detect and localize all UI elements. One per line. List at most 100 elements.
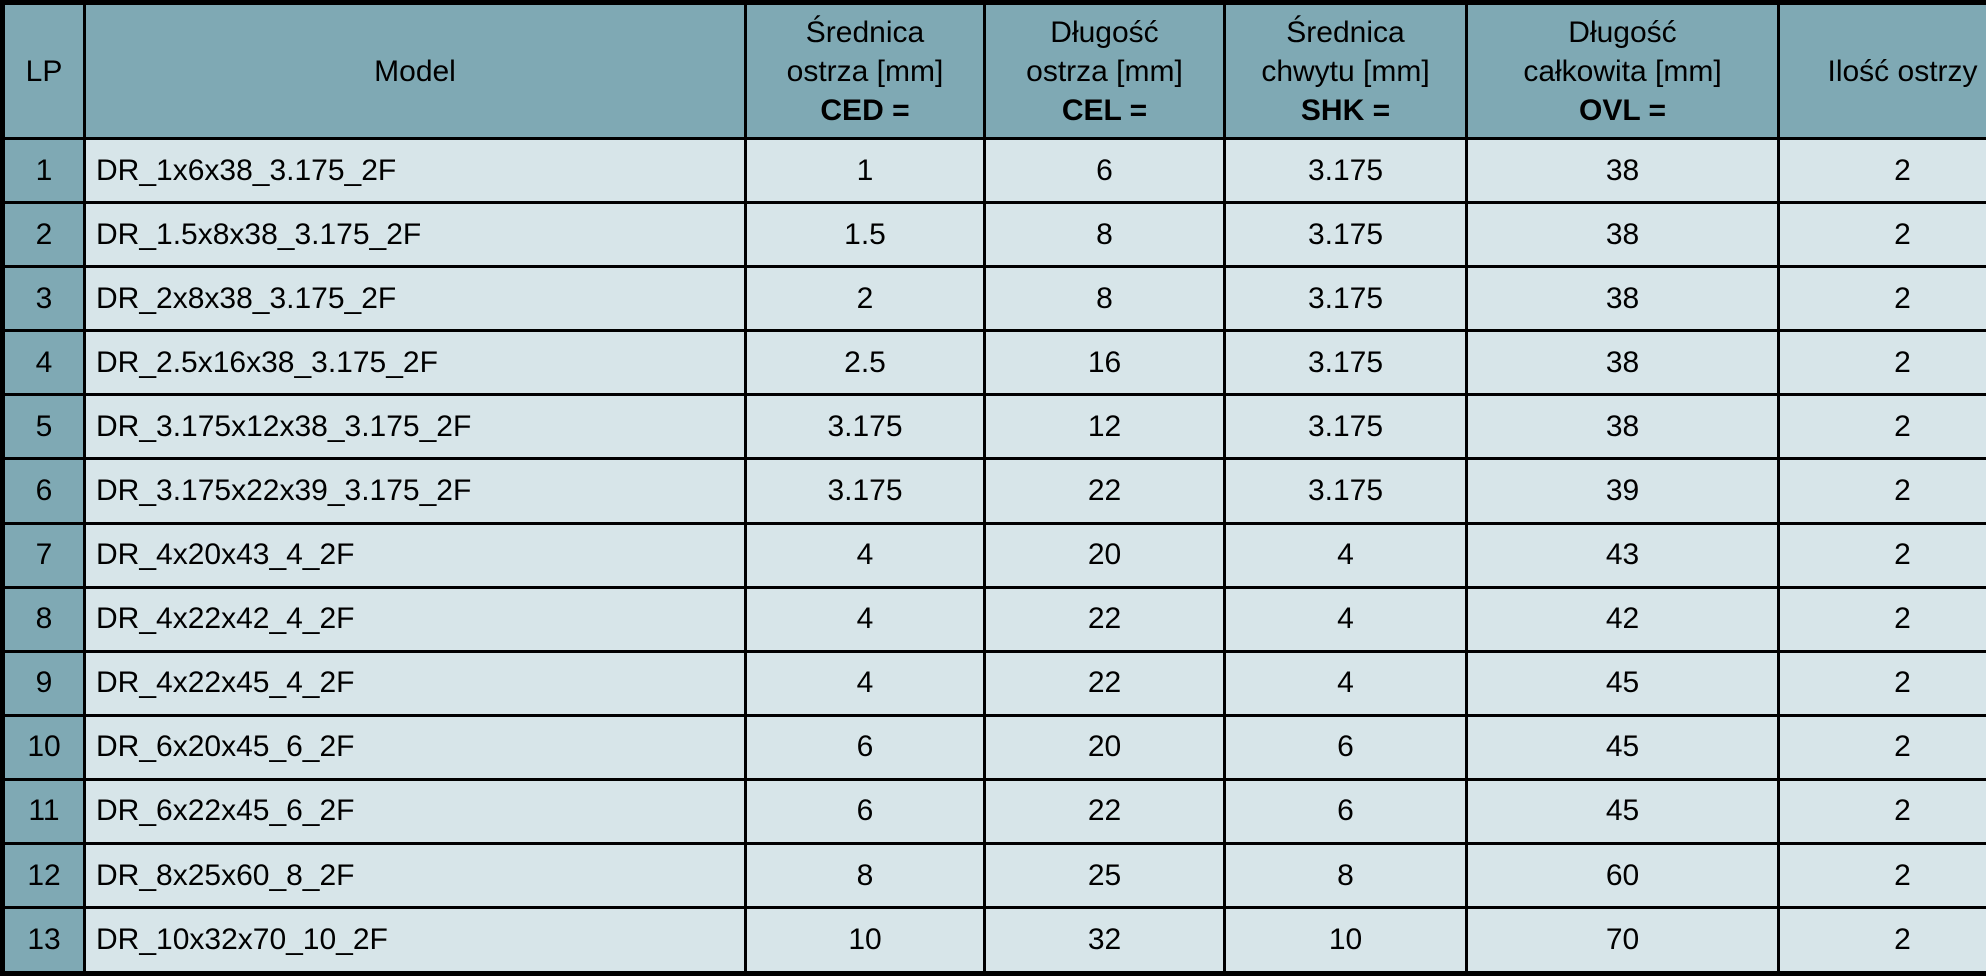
cell-blades: 2 [1777,649,1986,717]
cell-blades: 2 [1777,136,1986,205]
cell-shk: 4 [1223,649,1468,717]
cell-model: DR_1.5x8x38_3.175_2F [83,201,747,269]
header-row: LP Model Średnica ostrza [mm] CED = Dług… [1,1,1986,140]
cell-shk: 3.175 [1223,136,1468,205]
cell-shk: 4 [1223,521,1468,589]
cell-model: DR_4x22x42_4_2F [83,585,747,653]
cell-shk: 4 [1223,585,1468,653]
col-header-shk-line2: chwytu [mm] [1261,54,1430,88]
cell-ovl: 60 [1465,842,1780,910]
cell-cel: 8 [983,201,1226,269]
cell-ced: 3.175 [744,393,986,461]
table-row: 6 DR_3.175x22x39_3.175_2F 3.175 22 3.175 39 2 [1,457,1986,525]
cell-ced: 4 [744,585,986,653]
table-row: 8 DR_4x22x42_4_2F 4 22 4 42 2 [1,585,1986,653]
cell-shk: 3.175 [1223,457,1468,525]
table-row: 10 DR_6x20x45_6_2F 6 20 6 45 2 [1,713,1986,781]
table-row: 12 DR_8x25x60_8_2F 8 25 8 60 2 [1,842,1986,910]
col-header-model-label: Model [374,54,456,88]
cell-ovl: 45 [1465,649,1780,717]
cell-lp: 1 [1,136,86,205]
cell-ced: 1.5 [744,201,986,269]
col-header-ced-line2: ostrza [mm] [786,54,944,88]
col-header-blades-label: Ilość ostrzy [1827,54,1978,88]
cell-ovl: 43 [1465,521,1780,589]
cell-cel: 22 [983,649,1226,717]
col-header-ovl-line1: Długość [1568,15,1677,49]
cell-lp: 13 [1,906,86,975]
col-header-cel-code: CEL = [1061,93,1148,127]
cell-ced: 4 [744,649,986,717]
table-header: LP Model Średnica ostrza [mm] CED = Dług… [1,1,1986,140]
cell-ced: 6 [744,713,986,781]
cell-ovl: 42 [1465,585,1780,653]
cell-ced: 8 [744,842,986,910]
cell-model: DR_3.175x22x39_3.175_2F [83,457,747,525]
table-body: 1 DR_1x6x38_3.175_2F 1 6 3.175 38 2 2 DR_1.5x8x3… [1,136,1986,975]
cell-cel: 20 [983,521,1226,589]
cell-ced: 6 [744,777,986,846]
cell-model: DR_4x22x45_4_2F [83,649,747,717]
cell-shk: 3.175 [1223,201,1468,269]
cell-lp: 5 [1,393,86,461]
cell-ovl: 70 [1465,906,1780,975]
cell-model: DR_3.175x12x38_3.175_2F [83,393,747,461]
cell-model: DR_2.5x16x38_3.175_2F [83,329,747,397]
cell-ovl: 38 [1465,265,1780,333]
cell-lp: 3 [1,265,86,333]
col-header-ovl-code: OVL = [1579,93,1666,127]
cell-ced: 3.175 [744,457,986,525]
col-header-cel-line2: ostrza [mm] [1026,54,1183,88]
cell-blades: 2 [1777,201,1986,269]
cell-cel: 16 [983,329,1226,397]
cell-ovl: 38 [1465,329,1780,397]
table-row: 5 DR_3.175x12x38_3.175_2F 3.175 12 3.175 38 2 [1,393,1986,461]
cell-lp: 6 [1,457,86,525]
col-header-ovl-line2: całkowita [mm] [1523,54,1722,88]
cell-lp: 7 [1,521,86,589]
col-header-cel: Długość ostrza [mm] CEL = [983,1,1226,140]
cell-shk: 10 [1223,906,1468,975]
cell-ced: 10 [744,906,986,975]
cell-cel: 20 [983,713,1226,781]
table-row: 4 DR_2.5x16x38_3.175_2F 2.5 16 3.175 38 2 [1,329,1986,397]
cell-blades: 2 [1777,521,1986,589]
cell-lp: 10 [1,713,86,781]
cell-ced: 1 [744,136,986,205]
cell-cel: 12 [983,393,1226,461]
cell-ovl: 39 [1465,457,1780,525]
col-header-shk-code: SHK = [1300,93,1391,127]
cell-cel: 25 [983,842,1226,910]
cell-model: DR_6x22x45_6_2F [83,777,747,846]
col-header-blades: Ilość ostrzy [1777,1,1986,140]
col-header-model: Model [83,1,747,140]
table-row: 7 DR_4x20x43_4_2F 4 20 4 43 2 [1,521,1986,589]
table-row: 11 DR_6x22x45_6_2F 6 22 6 45 2 [1,777,1986,846]
cell-model: DR_8x25x60_8_2F [83,842,747,910]
cell-lp: 9 [1,649,86,717]
cell-shk: 8 [1223,842,1468,910]
col-header-ced: Średnica ostrza [mm] CED = [744,1,986,140]
cell-cel: 32 [983,906,1226,975]
col-header-shk-line1: Średnica [1286,15,1405,49]
cell-shk: 6 [1223,713,1468,781]
table-row: 1 DR_1x6x38_3.175_2F 1 6 3.175 38 2 [1,136,1986,205]
cell-cel: 22 [983,777,1226,846]
table-row: 3 DR_2x8x38_3.175_2F 2 8 3.175 38 2 [1,265,1986,333]
cell-shk: 3.175 [1223,329,1468,397]
table-row: 9 DR_4x22x45_4_2F 4 22 4 45 2 [1,649,1986,717]
cell-blades: 2 [1777,329,1986,397]
cell-ced: 2.5 [744,329,986,397]
table-row: 13 DR_10x32x70_10_2F 10 32 10 70 2 [1,906,1986,975]
cell-blades: 2 [1777,777,1986,846]
cell-ovl: 38 [1465,393,1780,461]
cell-shk: 3.175 [1223,265,1468,333]
cell-blades: 2 [1777,585,1986,653]
cell-lp: 11 [1,777,86,846]
cell-lp: 8 [1,585,86,653]
cell-cel: 6 [983,136,1226,205]
cell-ovl: 38 [1465,136,1780,205]
cell-blades: 2 [1777,906,1986,975]
col-header-lp: LP [1,1,86,140]
